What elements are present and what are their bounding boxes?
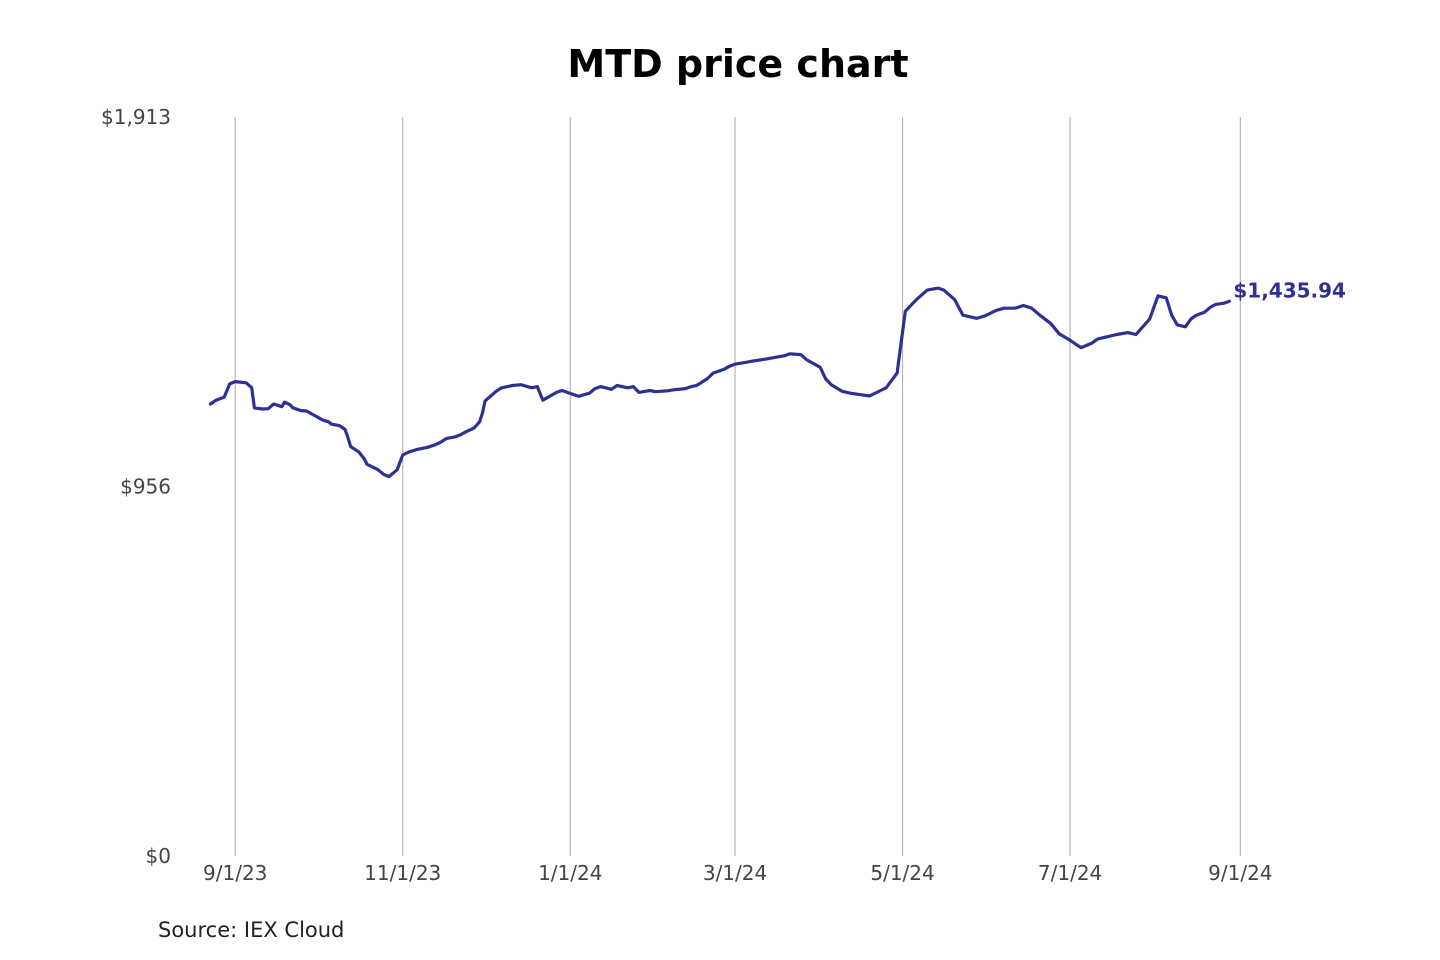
price-series-line	[208, 286, 1231, 479]
grid-layer	[234, 117, 1241, 856]
y-tick-label: $0	[146, 844, 171, 868]
x-tick-label: 1/1/24	[538, 861, 602, 885]
last-value-label: $1,435.94	[1233, 278, 1346, 302]
series-layer: $1,435.94	[208, 278, 1346, 479]
x-tick-label: 5/1/24	[870, 861, 934, 885]
y-tick-label: $1,913	[101, 105, 171, 129]
x-tick-label: 7/1/24	[1038, 861, 1102, 885]
x-tick-label: 9/1/23	[203, 861, 267, 885]
x-tick-label: 3/1/24	[703, 861, 767, 885]
x-tick-label: 9/1/24	[1208, 861, 1272, 885]
chart-title: MTD price chart	[567, 42, 909, 86]
x-tick-label: 11/1/23	[364, 861, 441, 885]
source-note: Source: IEX Cloud	[158, 918, 345, 942]
y-tick-label: $956	[120, 475, 171, 499]
axis-layer: 9/1/23 11/1/23 1/1/24 3/1/24 5/1/24 7/1/24 9/1…	[101, 105, 1273, 885]
